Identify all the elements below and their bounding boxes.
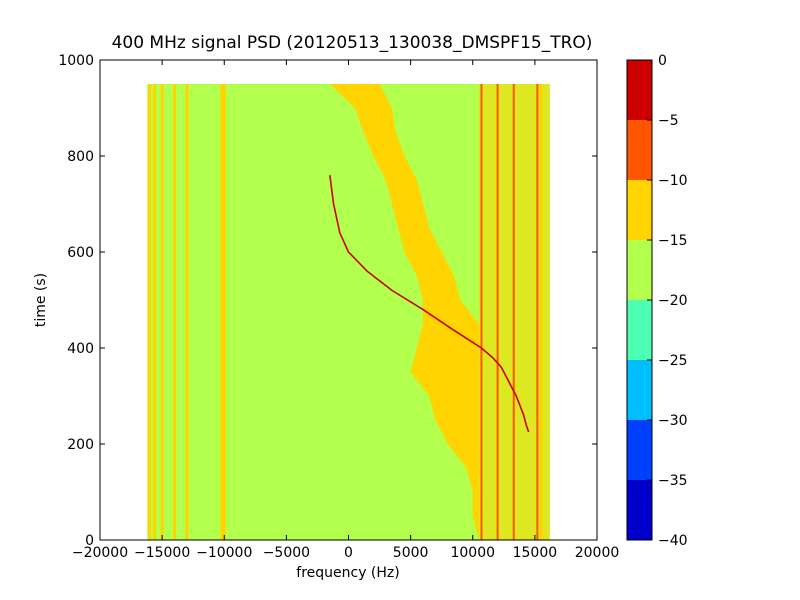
y-axis-label: time (s) (33, 273, 49, 327)
colorbar-segment-5 (627, 180, 652, 240)
doppler-trace (329, 175, 530, 433)
colorbar-tick-label-5: −15 (658, 233, 688, 249)
x-axis-label: frequency (Hz) (296, 565, 399, 581)
colorbar-tick-label-6: −10 (658, 173, 688, 189)
colorbar-segment-7 (627, 60, 652, 120)
colorbar-tick-label-1: −35 (658, 473, 688, 489)
x-tick-label-4: 0 (344, 545, 353, 561)
noise-band (329, 84, 479, 540)
colorbar-segment-6 (627, 120, 652, 180)
y-tick-label-4: 800 (67, 149, 94, 165)
x-tick-label-6: 10000 (450, 545, 495, 561)
colorbar-segment-4 (627, 240, 652, 300)
x-tick-label-8: 20000 (575, 545, 620, 561)
x-tick-label-2: −10000 (196, 545, 252, 561)
y-tick-label-3: 600 (67, 245, 94, 261)
colorbar-segment-3 (627, 300, 652, 360)
colorbar-tick-label-7: −5 (658, 113, 679, 129)
colorbar-segment-2 (627, 360, 652, 420)
colorbar-tick-label-3: −25 (658, 353, 688, 369)
x-tick-label-1: −15000 (134, 545, 190, 561)
x-tick-label-5: 5000 (393, 545, 429, 561)
colorbar-segment-0 (627, 480, 652, 540)
colorbar-tick-label-2: −30 (658, 413, 688, 429)
y-tick-label-2: 400 (67, 341, 94, 357)
colorbar-tick-label-8: 0 (658, 53, 667, 69)
x-tick-label-3: −5000 (263, 545, 310, 561)
colorbar-segment-1 (627, 420, 652, 480)
x-tick-label-7: 15000 (513, 545, 558, 561)
plot-area: −20000 −15000 −10000 −5000 0 5000 10000 15000 20… (58, 53, 619, 561)
y-tick-label-1: 200 (67, 437, 94, 453)
colorbar-tick-label-4: −20 (658, 293, 688, 309)
colorbar: −40 −35 −30 −25 −20 −15 −10 −5 0 (626, 53, 688, 549)
chart-title: 400 MHz signal PSD (20120513_130038_DMSP… (112, 33, 593, 53)
y-tick-label-0: 0 (85, 533, 94, 549)
y-tick-label-5: 1000 (58, 53, 94, 69)
x-tick-label-0: −20000 (72, 545, 128, 561)
colorbar-tick-label-0: −40 (658, 533, 688, 549)
